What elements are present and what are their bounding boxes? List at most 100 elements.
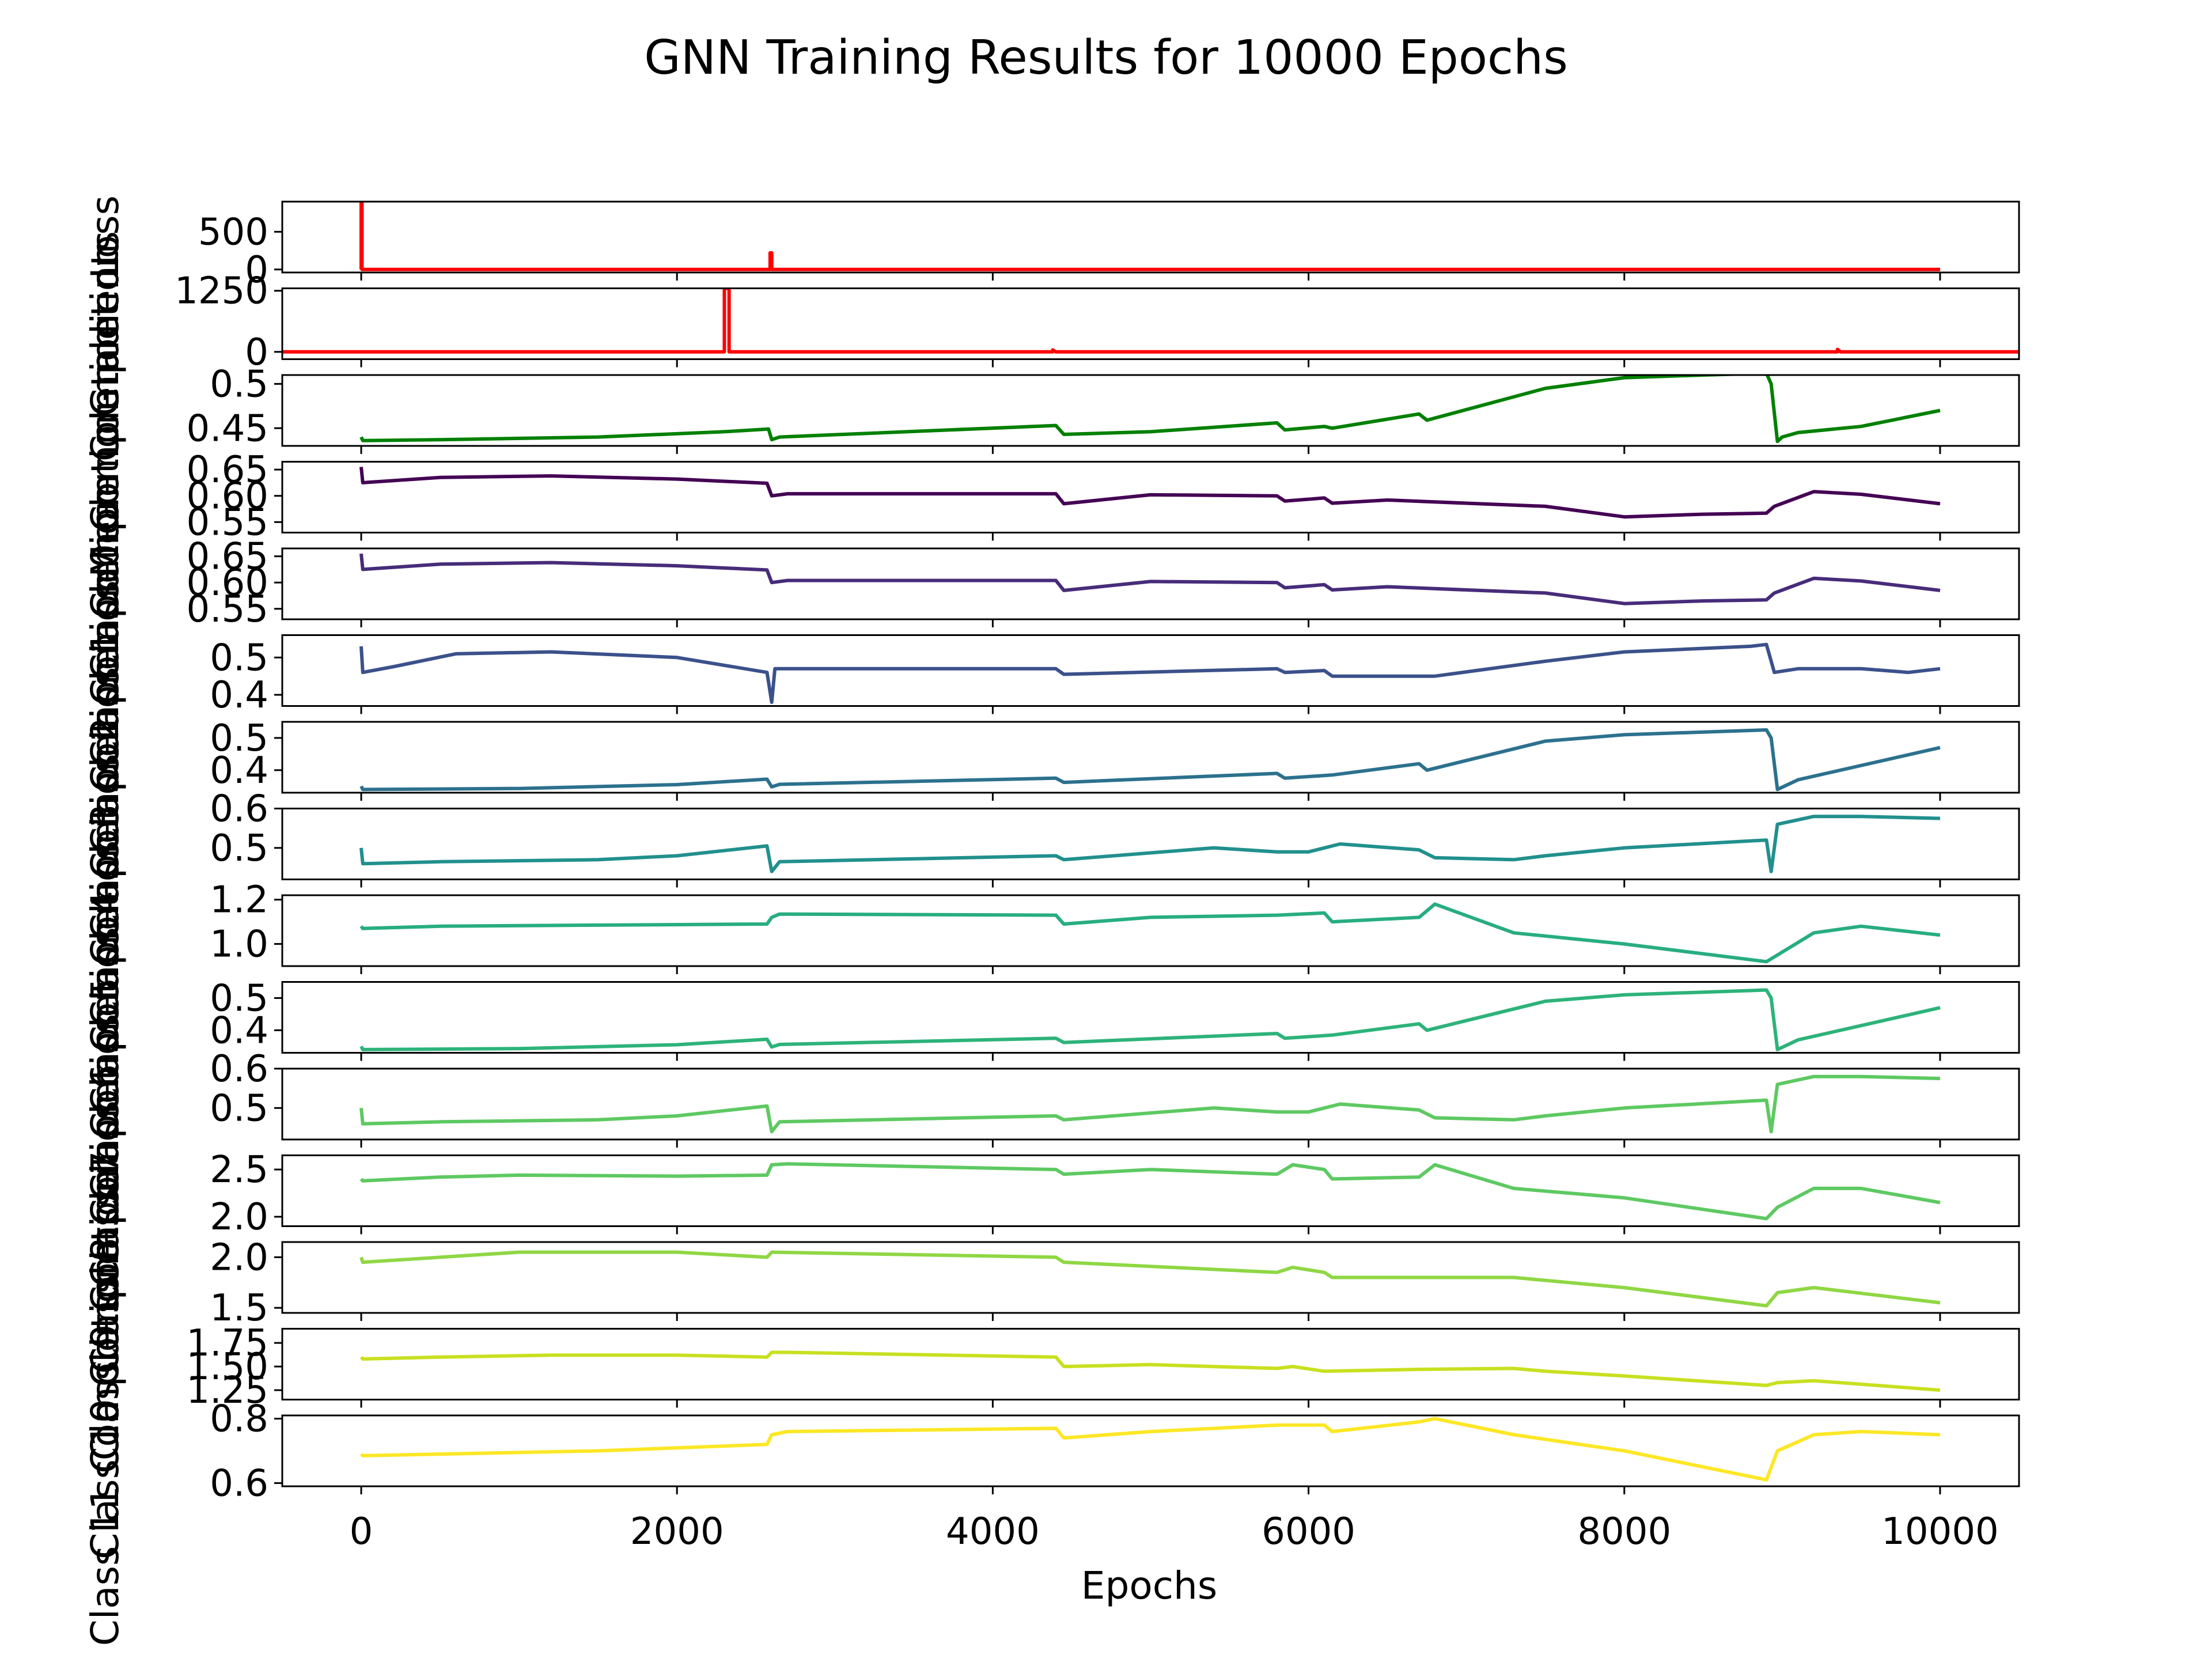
y-tick-label: 0.4 — [210, 674, 268, 717]
y-axis-label: Class 1 Completion — [83, 401, 127, 767]
y-tick-label: 0.4 — [210, 749, 268, 792]
x-axis-label: Epochs — [1081, 1563, 1217, 1608]
series-line-class-4 — [359, 815, 1941, 873]
y-tick-label: 1.2 — [210, 879, 268, 922]
y-tick-label: 0.8 — [210, 1398, 268, 1441]
series-line-class-5 — [359, 902, 1941, 964]
chart-title: GNN Training Results for 10000 Epochs — [644, 31, 1568, 85]
y-tick-label: 0.60 — [187, 562, 269, 604]
x-tick-label: 10000 — [1881, 1510, 1999, 1553]
y-axis-label: Class 11 Completion — [83, 1256, 127, 1646]
y-tick-label: 0.4 — [210, 1009, 268, 1052]
panel-frame — [281, 1414, 2020, 1487]
panel-15: 0.6 0.8 Class 11 Completion 0 2000 4000 6000 80… — [83, 1256, 2020, 1646]
y-axis-label: Class 0 Completion — [83, 314, 127, 680]
series-line-class-7 — [359, 1074, 1941, 1134]
y-tick-label: 0 — [245, 331, 268, 374]
y-tick-label: 2.5 — [210, 1149, 268, 1191]
y-tick-label: 0.6 — [210, 788, 268, 831]
y-tick-label: 1.75 — [187, 1322, 269, 1365]
panel-frame — [281, 808, 2020, 880]
series-line-class-10 — [359, 1350, 1941, 1392]
series-line-class-6 — [359, 988, 1941, 1051]
y-tick-label: 0.5 — [210, 363, 268, 406]
y-axis-label: Class 4 Completion — [83, 661, 127, 1027]
y-axis-label: Class 6 Completion — [83, 834, 127, 1201]
series-line-class-8 — [359, 1162, 1941, 1221]
y-axis-label: Class 10 Completion — [83, 1169, 127, 1559]
y-tick-label: 0 — [245, 249, 268, 291]
x-tick-label: 4000 — [946, 1510, 1040, 1553]
panel-frame — [281, 721, 2020, 794]
y-tick-label: 0.5 — [210, 827, 268, 870]
y-tick-label: 0.60 — [187, 475, 269, 518]
y-tick-label: 1.25 — [187, 1369, 269, 1412]
series-line-class-3 — [359, 728, 1941, 792]
series-line-class-0 — [359, 467, 1941, 519]
y-tick-label: 1.50 — [187, 1346, 269, 1388]
series-line-gradients — [282, 288, 2019, 354]
panel-frame — [281, 1328, 2020, 1400]
y-tick-label: 0.6 — [210, 1462, 268, 1505]
y-tick-label: 0.6 — [210, 1048, 268, 1091]
panel-frame — [281, 287, 2020, 360]
x-tick-label: 6000 — [1262, 1510, 1355, 1553]
series-line-class-1 — [359, 553, 1941, 605]
panel-frame — [281, 547, 2020, 620]
y-tick-label: 500 — [198, 211, 268, 253]
series-line-mean-completion — [359, 375, 1941, 444]
panel-frame — [281, 981, 2020, 1054]
y-axis-label: Class 8 Completion — [83, 1008, 127, 1374]
x-tick-label: 2000 — [630, 1510, 724, 1553]
y-axis-label: Loss — [83, 195, 127, 279]
panel-13: 1.5 2.0 Class 9 Completion — [83, 1095, 2020, 1461]
panel-frame — [281, 634, 2020, 707]
y-tick-label: 0.65 — [187, 449, 269, 491]
y-tick-label: 0.5 — [210, 977, 268, 1020]
series-line-loss — [359, 202, 1940, 271]
y-axis-label: Class 3 Completion — [83, 574, 127, 941]
x-tick-label: 0 — [350, 1510, 373, 1553]
y-axis-label: Mean Completion — [83, 244, 127, 577]
panel-frame — [281, 1154, 2020, 1227]
y-tick-label: 0.5 — [210, 637, 268, 679]
panel-frame — [281, 1241, 2020, 1314]
y-axis-label: Class 2 Completion — [83, 487, 127, 854]
panel-frame — [281, 461, 2020, 533]
y-tick-label: 0.5 — [210, 1087, 268, 1130]
y-axis-label: Class 7 Completion — [83, 921, 127, 1288]
panel-frame — [281, 374, 2020, 447]
y-tick-label: 1.0 — [210, 923, 268, 966]
y-tick-label: 1.5 — [210, 1287, 268, 1330]
y-tick-label: 2.0 — [210, 1196, 268, 1239]
y-tick-label: 0.65 — [187, 536, 269, 578]
y-tick-label: 0.55 — [187, 588, 269, 631]
y-axis-label: Class 9 Completion — [83, 1095, 127, 1461]
series-line-class-2 — [359, 642, 1941, 704]
series-line-class-11 — [359, 1417, 1941, 1482]
y-tick-label: 0.5 — [210, 717, 268, 760]
panel-frame — [281, 894, 2020, 967]
y-tick-label: 1250 — [175, 270, 268, 313]
series-line-class-9 — [359, 1250, 1941, 1308]
y-axis-label: Class 5 Completion — [83, 748, 127, 1114]
panel-3: 0.450.5 Mean Completion — [83, 244, 2020, 577]
panel-12: 2.0 2.5 Class 8 Completion — [83, 1008, 2020, 1374]
x-tick-label: 8000 — [1577, 1510, 1671, 1553]
y-tick-label: 0.45 — [187, 407, 269, 450]
y-tick-label: 2.0 — [210, 1236, 268, 1279]
y-axis-label: Gradients — [83, 231, 127, 417]
